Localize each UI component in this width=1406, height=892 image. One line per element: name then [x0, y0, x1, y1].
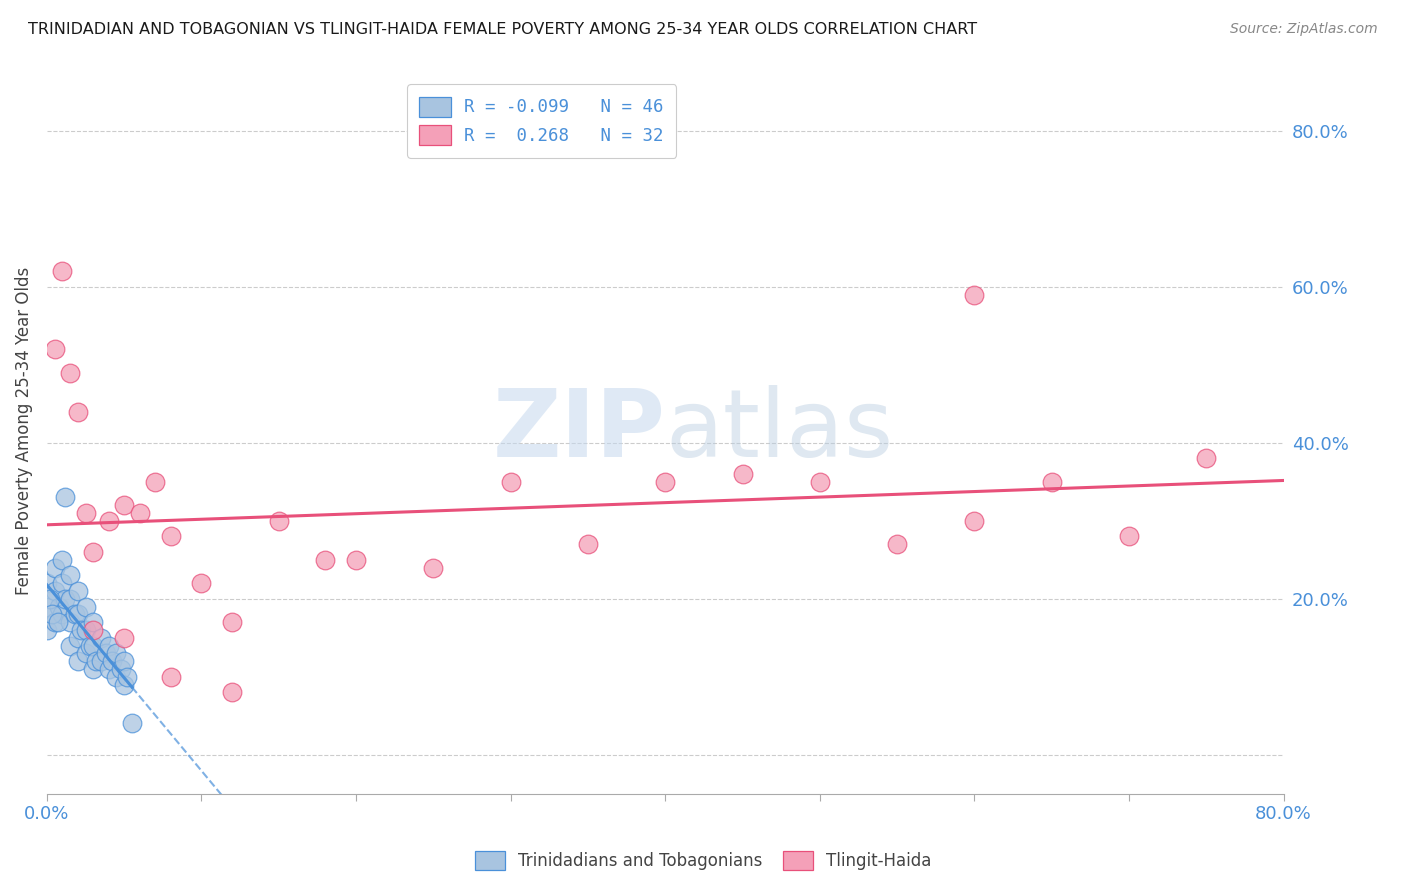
Point — [75, 599, 97, 614]
Point — [159, 529, 181, 543]
Point — [41, 607, 63, 622]
Point — [105, 646, 128, 660]
Point — [121, 716, 143, 731]
Point — [39, 591, 62, 606]
Point — [314, 553, 336, 567]
Point — [51, 264, 73, 278]
Point — [82, 545, 104, 559]
Point — [51, 607, 73, 622]
Text: TRINIDADIAN AND TOBAGONIAN VS TLINGIT-HAIDA FEMALE POVERTY AMONG 25-34 YEAR OLDS: TRINIDADIAN AND TOBAGONIAN VS TLINGIT-HA… — [28, 22, 977, 37]
Point — [344, 553, 367, 567]
Point — [66, 654, 89, 668]
Point — [44, 343, 66, 357]
Point — [59, 639, 82, 653]
Point — [82, 662, 104, 676]
Text: atlas: atlas — [665, 385, 893, 477]
Point — [46, 615, 69, 629]
Point — [97, 662, 120, 676]
Point — [1040, 475, 1063, 489]
Point — [576, 537, 599, 551]
Point — [35, 623, 58, 637]
Point — [51, 576, 73, 591]
Point — [221, 685, 243, 699]
Point — [101, 654, 124, 668]
Point — [66, 607, 89, 622]
Point — [59, 568, 82, 582]
Point — [112, 498, 135, 512]
Point — [499, 475, 522, 489]
Point — [105, 670, 128, 684]
Point — [66, 404, 89, 418]
Point — [59, 615, 82, 629]
Text: ZIP: ZIP — [492, 385, 665, 477]
Point — [963, 514, 986, 528]
Point — [51, 553, 73, 567]
Legend: R = -0.099   N = 46, R =  0.268   N = 32: R = -0.099 N = 46, R = 0.268 N = 32 — [408, 85, 676, 158]
Point — [117, 670, 139, 684]
Point — [963, 287, 986, 301]
Point — [82, 615, 104, 629]
Point — [731, 467, 754, 481]
Point — [44, 583, 66, 598]
Point — [143, 475, 166, 489]
Point — [66, 631, 89, 645]
Point — [110, 662, 132, 676]
Point — [221, 615, 243, 629]
Point — [94, 646, 117, 660]
Point — [1195, 451, 1218, 466]
Text: Source: ZipAtlas.com: Source: ZipAtlas.com — [1230, 22, 1378, 37]
Legend: Trinidadians and Tobagonians, Tlingit-Haida: Trinidadians and Tobagonians, Tlingit-Ha… — [468, 844, 938, 877]
Point — [79, 639, 101, 653]
Point — [159, 670, 181, 684]
Point — [70, 623, 93, 637]
Point — [59, 366, 82, 380]
Point — [75, 506, 97, 520]
Point — [86, 654, 108, 668]
Point — [59, 591, 82, 606]
Point — [44, 615, 66, 629]
Point — [48, 599, 70, 614]
Point — [654, 475, 676, 489]
Point — [55, 491, 77, 505]
Point — [190, 576, 212, 591]
Point — [97, 514, 120, 528]
Point — [112, 631, 135, 645]
Point — [82, 639, 104, 653]
Point — [35, 576, 58, 591]
Point — [90, 631, 112, 645]
Point — [886, 537, 908, 551]
Point — [1118, 529, 1140, 543]
Point — [90, 654, 112, 668]
Point — [97, 639, 120, 653]
Y-axis label: Female Poverty Among 25-34 Year Olds: Female Poverty Among 25-34 Year Olds — [15, 267, 32, 595]
Point — [112, 677, 135, 691]
Point — [63, 607, 86, 622]
Point — [808, 475, 831, 489]
Point — [75, 623, 97, 637]
Point — [75, 646, 97, 660]
Point — [55, 591, 77, 606]
Point — [82, 623, 104, 637]
Point — [35, 599, 58, 614]
Point — [66, 583, 89, 598]
Point — [128, 506, 150, 520]
Point — [422, 560, 444, 574]
Point — [267, 514, 290, 528]
Point — [112, 654, 135, 668]
Point — [44, 560, 66, 574]
